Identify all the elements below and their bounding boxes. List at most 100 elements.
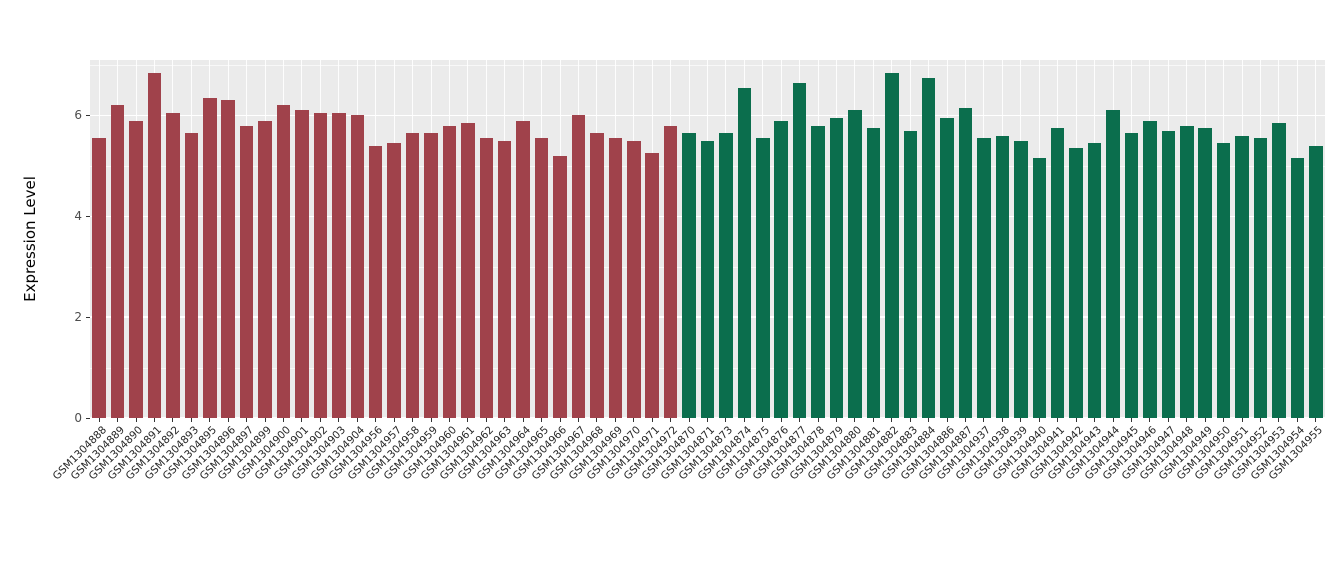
- x-tick-mark: [688, 418, 690, 422]
- bar: [995, 135, 1010, 418]
- bar: [1032, 158, 1047, 418]
- x-tick-mark: [707, 418, 708, 422]
- bar: [147, 72, 162, 418]
- x-tick-mark: [504, 418, 506, 422]
- bar: [1050, 128, 1065, 418]
- bar: [848, 110, 862, 418]
- bar: [866, 128, 881, 418]
- y-axis-title: Expression Level: [21, 176, 39, 302]
- x-tick-mark: [541, 418, 543, 422]
- x-tick-mark: [1094, 418, 1096, 422]
- x-tick-mark: [1296, 418, 1298, 422]
- bar: [811, 125, 825, 418]
- x-tick-mark: [614, 418, 616, 422]
- x-tick-mark: [725, 418, 727, 422]
- x-tick-mark: [172, 418, 174, 422]
- bar: [295, 110, 309, 418]
- bar: [1124, 133, 1139, 418]
- y-tick-mark: [86, 417, 90, 419]
- bar: [977, 138, 991, 418]
- x-tick-mark: [1315, 418, 1317, 422]
- bar: [239, 125, 254, 418]
- y-tick-label: 4: [74, 209, 82, 224]
- x-tick-mark: [799, 418, 801, 422]
- bar: [921, 77, 936, 418]
- bar: [424, 133, 438, 418]
- bar: [442, 125, 457, 418]
- bar: [1309, 145, 1323, 418]
- x-tick-mark: [319, 418, 321, 422]
- x-tick-mark: [909, 418, 911, 422]
- bar: [719, 133, 733, 418]
- bar: [368, 145, 383, 418]
- x-tick-mark: [375, 418, 377, 422]
- x-tick-mark: [1223, 418, 1225, 422]
- x-tick-mark: [135, 418, 137, 422]
- bar: [756, 138, 770, 418]
- x-tick-mark: [1186, 418, 1188, 422]
- x-tick-mark: [338, 418, 340, 422]
- x-tick-mark: [485, 418, 487, 422]
- x-tick-mark: [1075, 418, 1077, 422]
- bar: [129, 120, 143, 418]
- x-tick-mark: [1149, 418, 1151, 422]
- bar: [479, 138, 494, 418]
- x-tick-mark: [356, 418, 358, 422]
- x-tick-mark: [430, 418, 432, 422]
- bar: [1069, 148, 1083, 418]
- x-tick-mark: [412, 418, 414, 422]
- bar: [203, 97, 217, 418]
- plot-panel: [90, 60, 1325, 419]
- bar: [590, 133, 604, 418]
- bar: [184, 133, 199, 418]
- x-tick-mark: [872, 418, 874, 422]
- x-tick-mark: [154, 418, 155, 422]
- x-tick-mark: [301, 418, 303, 422]
- bar: [958, 107, 973, 418]
- x-tick-mark: [836, 418, 838, 422]
- bar: [571, 115, 586, 418]
- y-tick-mark: [86, 114, 90, 116]
- x-tick-mark: [780, 418, 782, 422]
- x-tick-mark: [670, 418, 672, 422]
- x-tick-mark: [1001, 418, 1003, 422]
- bar: [553, 155, 567, 418]
- bar: [1087, 143, 1102, 418]
- x-tick-mark: [651, 418, 653, 422]
- bar: [1106, 110, 1120, 418]
- x-tick-mark: [448, 418, 450, 422]
- x-tick-mark: [983, 418, 985, 422]
- bar: [1290, 158, 1305, 418]
- bar: [1180, 125, 1194, 418]
- bar: [534, 138, 549, 418]
- bar: [516, 120, 530, 418]
- x-tick-mark: [743, 418, 745, 422]
- bar: [1235, 135, 1249, 418]
- bar: [92, 138, 106, 418]
- bar: [1198, 128, 1212, 418]
- x-tick-mark: [209, 418, 211, 422]
- x-tick-mark: [891, 418, 893, 422]
- bar: [461, 123, 475, 418]
- x-tick-mark: [1241, 418, 1243, 422]
- x-tick-mark: [1130, 418, 1132, 422]
- bar: [1143, 120, 1157, 418]
- bar: [387, 143, 401, 418]
- x-tick-mark: [190, 418, 192, 422]
- bar: [940, 118, 954, 418]
- x-tick-mark: [946, 418, 948, 422]
- bar: [792, 82, 807, 418]
- y-tick-label: 0: [74, 411, 82, 425]
- x-tick-mark: [577, 418, 579, 422]
- x-tick-mark: [98, 418, 100, 422]
- x-tick-mark: [227, 418, 229, 422]
- y-tick-mark: [86, 316, 90, 318]
- x-tick-mark: [596, 418, 598, 422]
- bar: [1014, 140, 1028, 418]
- x-tick-mark: [559, 418, 561, 422]
- bar: [682, 133, 696, 418]
- bar: [903, 130, 917, 418]
- x-tick-mark: [522, 418, 524, 422]
- x-tick-mark: [1278, 418, 1280, 422]
